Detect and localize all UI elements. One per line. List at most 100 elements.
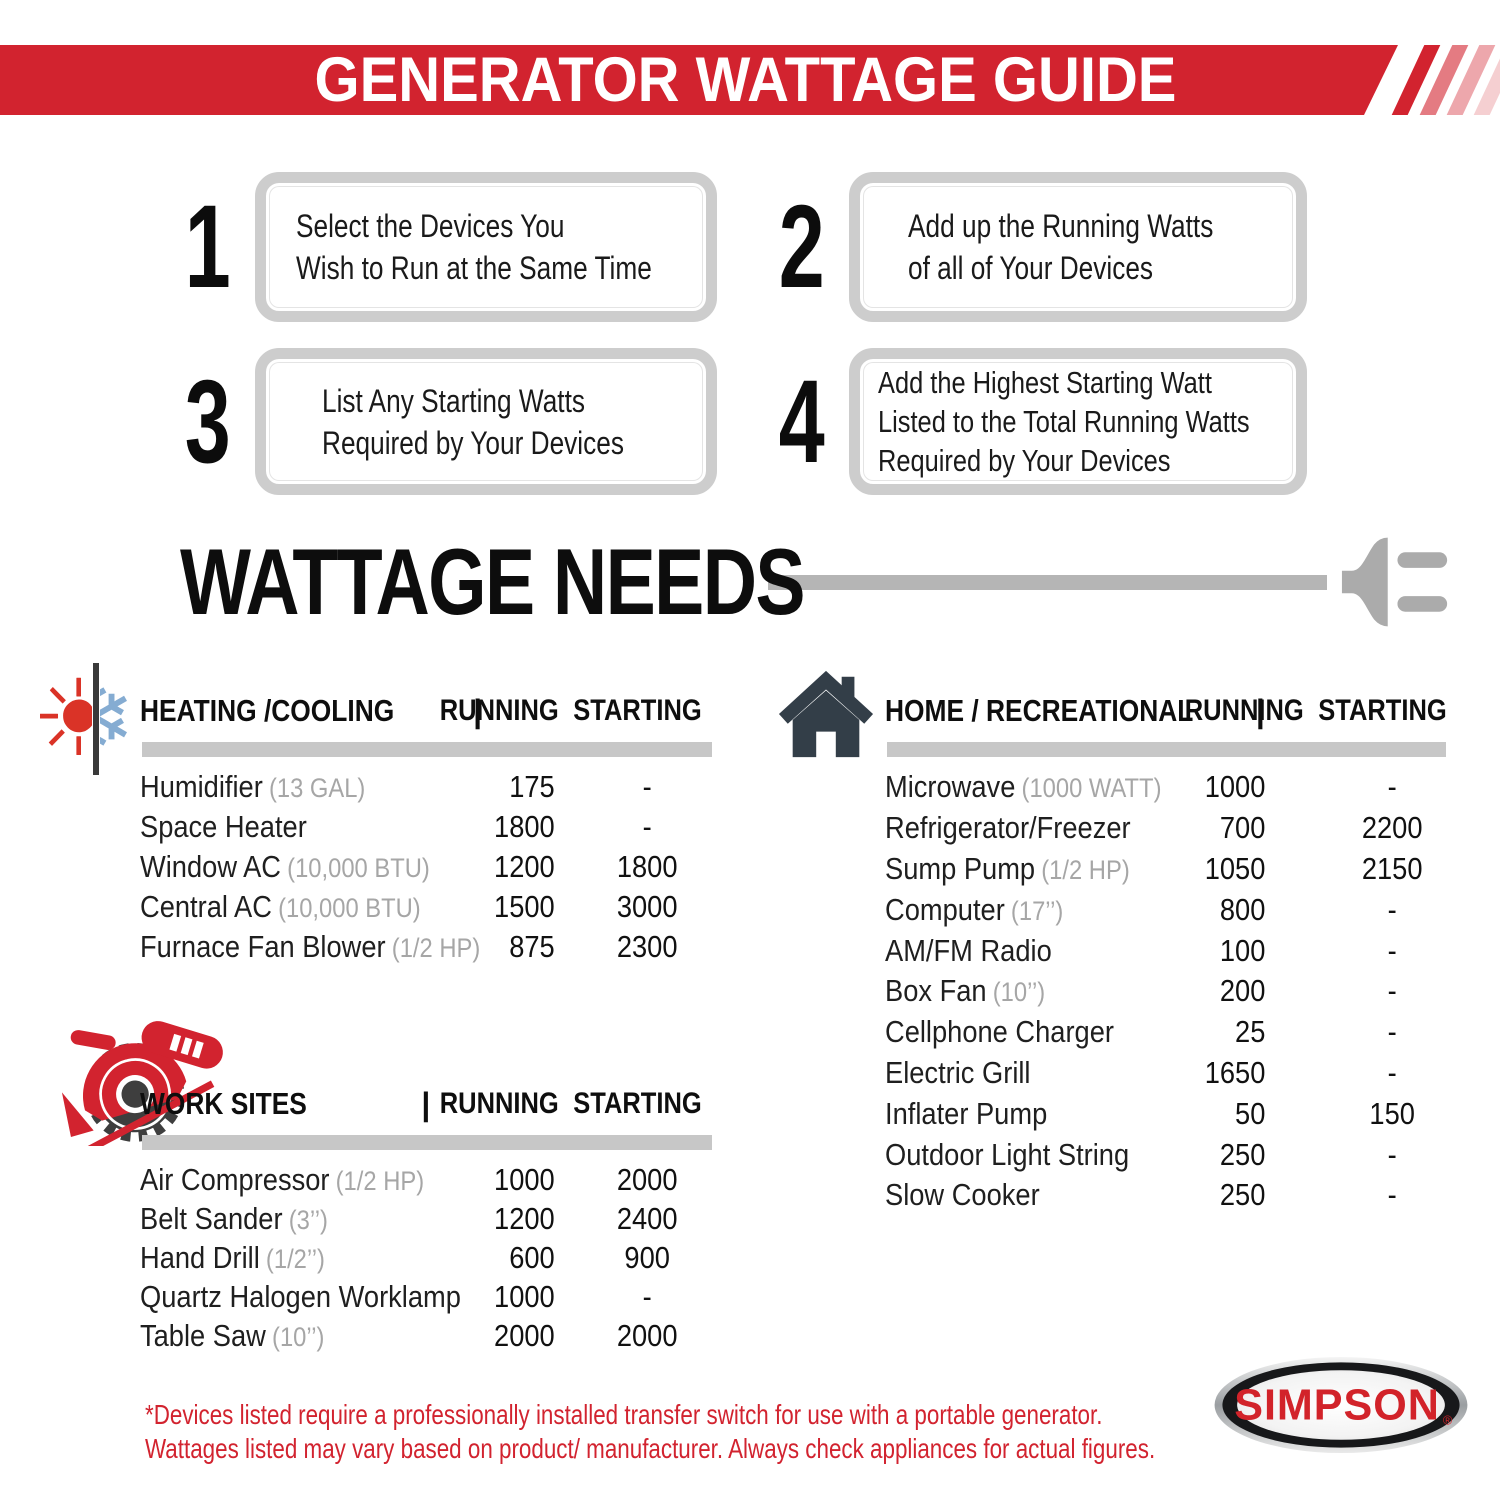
logo-registered-mark: ® xyxy=(1443,1413,1453,1428)
column-header-starting: STARTING xyxy=(1318,694,1447,727)
device-spec: (17’’) xyxy=(1010,895,1064,926)
divider-bar xyxy=(887,742,1446,757)
starting-watts: - xyxy=(1387,891,1397,927)
device-spec: (1/2 HP) xyxy=(335,1165,425,1196)
step-box: Select the Devices You Wish to Run at th… xyxy=(255,172,717,322)
step-text-line: Wish to Run at the Same Time xyxy=(296,250,652,286)
section-title: WORK SITES xyxy=(140,1086,307,1121)
table-row: Refrigerator/Freezer 700 2200 xyxy=(885,808,1460,849)
step-text-line: List Any Starting Watts xyxy=(322,382,585,419)
starting-watts: - xyxy=(1387,1054,1397,1090)
running-watts: 1000 xyxy=(494,1278,555,1314)
running-watts: 25 xyxy=(1235,1014,1266,1050)
starting-watts: 150 xyxy=(1369,1095,1415,1131)
table-row: Electric Grill 1650 - xyxy=(885,1053,1460,1094)
step-number: 4 xyxy=(778,355,825,488)
column-header-starting: STARTING xyxy=(573,1087,702,1120)
device-name: Hand Drill (1/2’’) xyxy=(140,1239,325,1275)
column-header-running: RUNNING xyxy=(439,1087,559,1120)
table-row: Cellphone Charger 25 - xyxy=(885,1012,1460,1053)
step-text-line: Listed to the Total Running Watts xyxy=(878,404,1250,439)
starting-watts: - xyxy=(1387,1136,1397,1172)
device-name: Computer (17’’) xyxy=(885,891,1064,927)
step-text-line: Add the Highest Starting Watt xyxy=(878,365,1212,400)
table-rows: Air Compressor (1/2 HP) 1000 2000 Belt Sa… xyxy=(140,1160,715,1355)
table-row: Box Fan (10’’) 200 - xyxy=(885,971,1460,1012)
step-1: 1 Select the Devices You Wish to Run at … xyxy=(168,172,717,322)
device-spec: (13 GAL) xyxy=(268,773,366,803)
starting-watts: - xyxy=(1387,932,1397,968)
device-name: Cellphone Charger xyxy=(885,1014,1114,1050)
header-separator: | xyxy=(473,692,483,729)
wattage-needs-heading-row: WATTAGE NEEDS xyxy=(180,534,1452,630)
table-row: Humidifier (13 GAL) 175 - xyxy=(140,767,715,807)
device-spec: (1/2 HP) xyxy=(1041,854,1130,885)
header-separator: | xyxy=(421,1085,431,1122)
column-header-running: RUNNING xyxy=(1184,694,1304,727)
footer-disclaimer: *Devices listed require a professionally… xyxy=(145,1398,1408,1466)
running-watts: 875 xyxy=(509,929,555,964)
house-icon xyxy=(778,670,874,758)
divider-bar xyxy=(142,1135,712,1150)
table-row: Space Heater 1800 - xyxy=(140,807,715,847)
device-name: Window AC (10,000 BTU) xyxy=(140,849,430,884)
starting-watts: - xyxy=(1387,769,1397,805)
device-name: Table Saw (10’’) xyxy=(140,1317,325,1353)
device-spec: (3’’) xyxy=(288,1204,328,1235)
running-watts: 700 xyxy=(1219,810,1266,846)
circular-saw-icon xyxy=(61,1021,223,1146)
starting-watts: - xyxy=(642,1278,652,1314)
device-spec: (1/2’’) xyxy=(265,1243,325,1274)
running-watts: 800 xyxy=(1219,891,1266,927)
device-name: Central AC (10,000 BTU) xyxy=(140,889,421,924)
device-name: Inflater Pump xyxy=(885,1095,1048,1131)
table-rows: Microwave (1000 WATT) 1000 - Refrigerator… xyxy=(885,767,1460,1216)
running-watts: 250 xyxy=(1219,1136,1266,1172)
running-watts: 200 xyxy=(1219,973,1266,1009)
table-row: Central AC (10,000 BTU) 1500 3000 xyxy=(140,887,715,927)
table-row: Computer (17’’) 800 - xyxy=(885,889,1460,930)
step-box: Add the Highest Starting Watt Listed to … xyxy=(849,348,1307,495)
device-name: Microwave (1000 WATT) xyxy=(885,769,1162,805)
starting-watts: 2200 xyxy=(1361,810,1423,846)
running-watts: 1650 xyxy=(1204,1054,1266,1090)
running-watts: 1000 xyxy=(1204,769,1266,805)
power-cord-line xyxy=(768,574,1327,590)
logo-text: SIMPSON xyxy=(1234,1382,1440,1430)
starting-watts: 1800 xyxy=(616,849,678,884)
table-row: Outdoor Light String 250 - xyxy=(885,1134,1460,1175)
starting-watts: 2000 xyxy=(616,1161,678,1197)
starting-watts: - xyxy=(1387,973,1397,1009)
table-row: Slow Cooker 250 - xyxy=(885,1175,1460,1216)
starting-watts: 2000 xyxy=(616,1317,678,1353)
running-watts: 175 xyxy=(509,769,555,804)
step-4: 4 Add the Highest Starting Watt Listed t… xyxy=(762,348,1307,495)
starting-watts: - xyxy=(1387,1014,1397,1050)
simpson-logo: SIMPSON ® xyxy=(1214,1356,1468,1454)
table-row: Window AC (10,000 BTU) 1200 1800 xyxy=(140,847,715,887)
column-header-starting: STARTING xyxy=(573,694,702,727)
device-name: Space Heater xyxy=(140,809,307,844)
device-spec: (10’’) xyxy=(272,1321,325,1352)
step-number: 2 xyxy=(778,181,825,313)
step-2: 2 Add up the Running Watts of all of You… xyxy=(762,172,1307,322)
running-watts: 600 xyxy=(509,1239,555,1275)
running-watts: 1200 xyxy=(494,849,555,884)
device-spec: (1/2 HP) xyxy=(391,933,481,963)
header-red-bar xyxy=(0,45,1398,115)
header-separator: | xyxy=(1255,692,1265,729)
starting-watts: - xyxy=(642,769,652,804)
step-number: 1 xyxy=(184,181,231,313)
step-text-line: of all of Your Devices xyxy=(908,250,1154,286)
device-name: Furnace Fan Blower (1/2 HP) xyxy=(140,929,481,964)
wattage-needs-title: WATTAGE NEEDS xyxy=(180,529,806,634)
page-title-text: GENERATOR WATTAGE GUIDE xyxy=(314,45,1177,115)
starting-watts: - xyxy=(1387,1177,1397,1213)
device-spec: (10’’) xyxy=(992,977,1046,1008)
running-watts: 1000 xyxy=(494,1161,555,1197)
table-row: Quartz Halogen Worklamp 1000 - xyxy=(140,1277,715,1316)
table-row: AM/FM Radio 100 - xyxy=(885,930,1460,971)
table-header: HEATING /COOLING | RUNNING STARTING xyxy=(140,692,715,730)
device-spec: (10,000 BTU) xyxy=(278,893,421,923)
